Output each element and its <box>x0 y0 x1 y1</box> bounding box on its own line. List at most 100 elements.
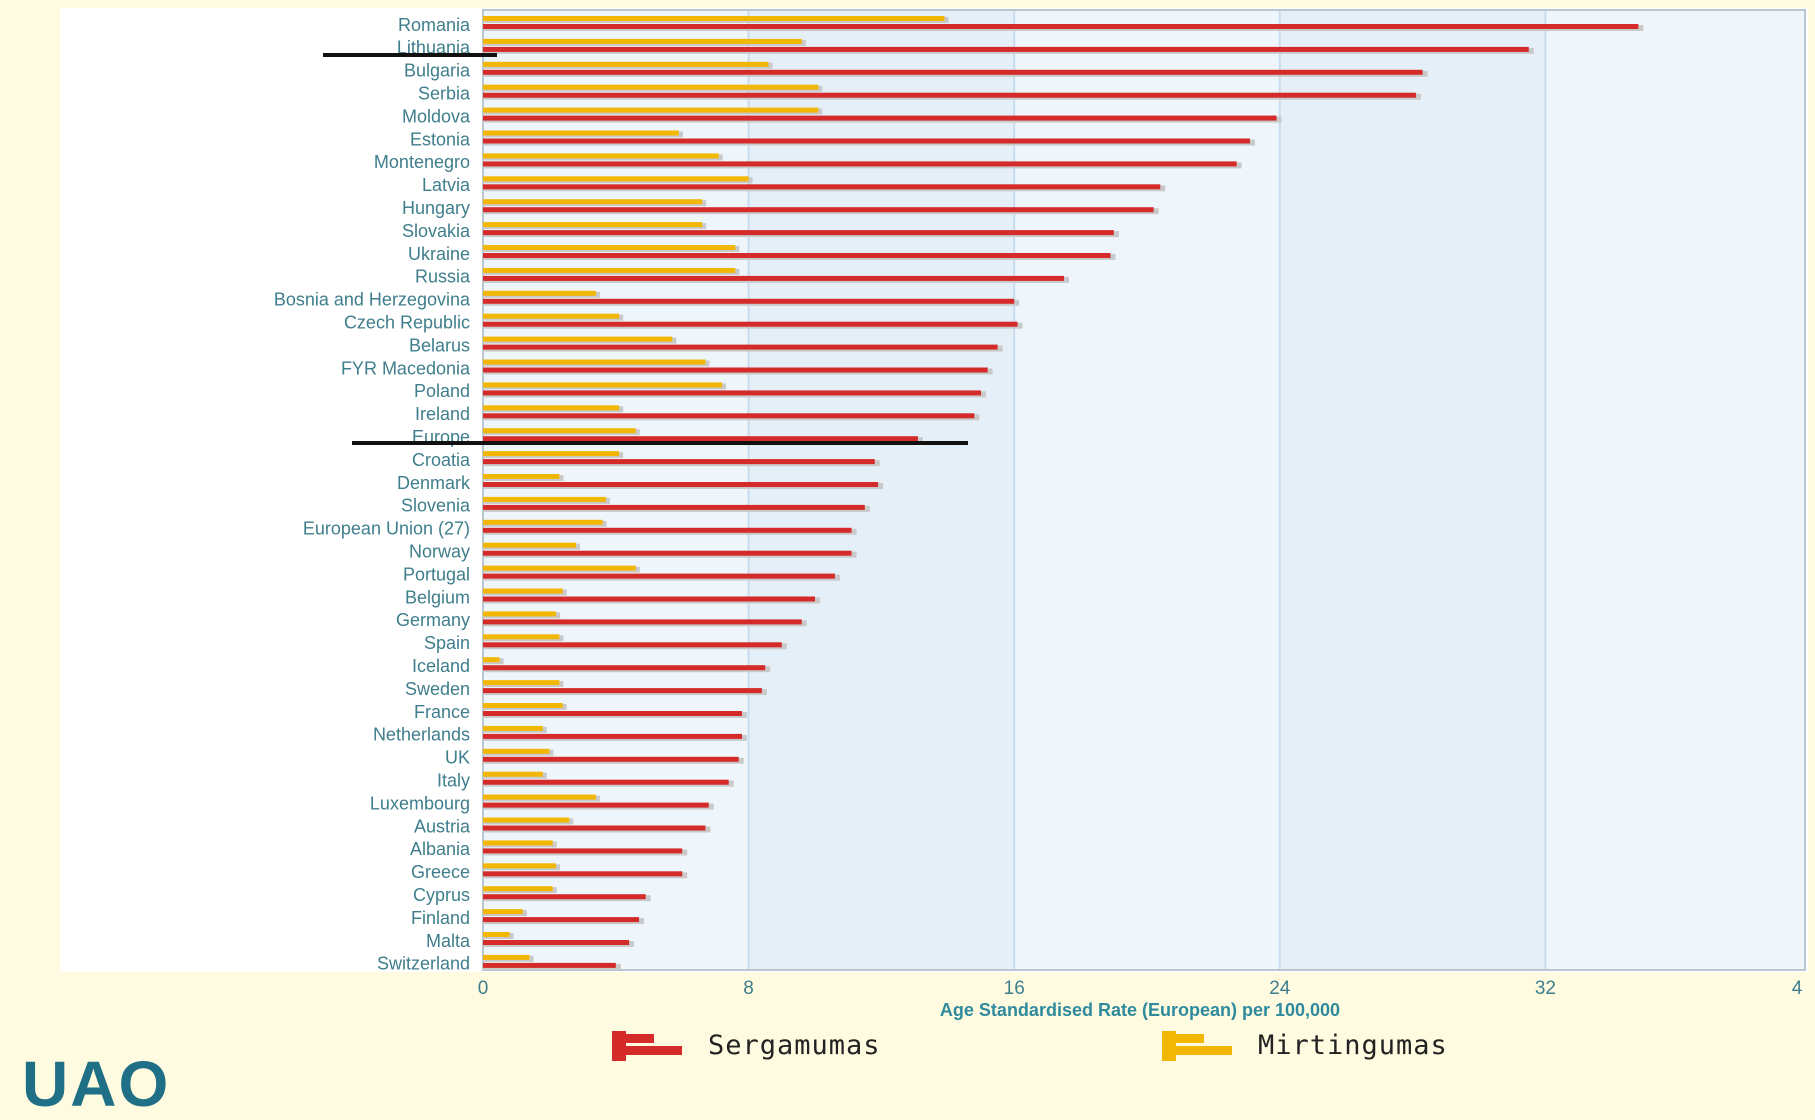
category-label: Malta <box>426 931 471 951</box>
bar-mirtingumas <box>483 474 560 479</box>
category-label: Finland <box>411 908 470 928</box>
grid-band <box>1545 10 1805 970</box>
bar-mirtingumas <box>483 565 636 571</box>
bar-sergamumas <box>483 115 1277 121</box>
plot-frame <box>482 9 1806 971</box>
bar-sergamumas <box>483 527 852 533</box>
bar-mirtingumas <box>483 38 802 44</box>
category-label: Ukraine <box>408 244 470 264</box>
x-tick-label: 24 <box>1269 978 1291 999</box>
bar-sergamumas <box>483 344 998 350</box>
legend-swatch-yellow <box>1162 1030 1232 1061</box>
bar-mirtingumas <box>483 817 570 823</box>
bar-mirtingumas <box>483 130 679 136</box>
bar-mirtingumas <box>483 840 553 846</box>
category-label: Italy <box>437 770 470 790</box>
bar-mirtingumas <box>483 611 557 617</box>
category-label: Iceland <box>412 656 470 676</box>
legend-label-sergamumas: Sergamumas <box>708 1030 881 1061</box>
category-label: UK <box>445 748 470 768</box>
bar-sergamumas <box>483 756 739 762</box>
bar-sergamumas <box>483 69 1423 75</box>
bar-sergamumas <box>483 46 1529 52</box>
category-label: Serbia <box>418 83 471 103</box>
category-label: Luxembourg <box>370 793 470 813</box>
bar-mirtingumas <box>483 771 543 777</box>
bar-mirtingumas <box>483 886 553 892</box>
bar-sergamumas <box>483 482 879 487</box>
bar-mirtingumas <box>483 84 819 90</box>
bar-mirtingumas <box>483 405 620 411</box>
category-label: Estonia <box>410 129 471 149</box>
category-label: Ireland <box>415 404 470 424</box>
bar-sergamumas <box>483 367 988 373</box>
category-label: Spain <box>424 633 470 653</box>
bar-mirtingumas <box>483 245 736 250</box>
category-label: Lithuania <box>397 38 471 58</box>
category-label: Bulgaria <box>404 61 471 81</box>
category-label: Bosnia and Herzegovina <box>274 290 471 310</box>
grid-band <box>483 10 749 970</box>
bar-mirtingumas <box>483 153 719 159</box>
category-label: Switzerland <box>377 954 470 974</box>
bar-sergamumas <box>483 321 1018 327</box>
category-label: Belarus <box>409 335 470 355</box>
bar-mirtingumas <box>483 680 560 686</box>
category-label: Hungary <box>402 198 470 218</box>
grid-band <box>1279 10 1546 970</box>
bar-sergamumas <box>483 917 640 923</box>
bar-sergamumas <box>483 802 709 808</box>
x-tick-label: 16 <box>1004 978 1025 999</box>
bar-mirtingumas <box>483 336 673 342</box>
bar-mirtingumas <box>483 748 550 754</box>
bar-sergamumas <box>483 390 981 396</box>
bar-sergamumas <box>483 596 815 602</box>
bar-sergamumas <box>483 619 802 625</box>
category-label: Belgium <box>405 587 470 607</box>
category-label: FYR Macedonia <box>341 358 471 378</box>
bar-sergamumas <box>483 894 646 900</box>
bar-mirtingumas <box>483 290 596 296</box>
bar-sergamumas <box>483 436 918 442</box>
legend-swatch-red <box>612 1030 682 1061</box>
x-tick-label: 4 <box>1792 978 1803 999</box>
bar-mirtingumas <box>483 657 500 663</box>
category-label: Poland <box>414 381 470 401</box>
category-label: Moldova <box>402 106 471 126</box>
category-label: Czech Republic <box>344 312 470 332</box>
university-logo: UAO <box>22 1048 171 1120</box>
category-label: Norway <box>409 541 470 561</box>
bar-sergamumas <box>483 230 1114 236</box>
bar-mirtingumas <box>483 313 620 319</box>
x-tick-label: 0 <box>478 978 489 999</box>
bar-mirtingumas <box>483 428 636 434</box>
bar-sergamumas <box>483 207 1154 213</box>
category-label: Greece <box>411 862 470 882</box>
bar-sergamumas <box>483 413 975 419</box>
grid-band <box>1014 10 1280 970</box>
category-label: Sweden <box>405 679 470 699</box>
legend-label-mirtingumas: Mirtingumas <box>1258 1030 1448 1061</box>
bar-sergamumas <box>483 642 782 648</box>
bar-sergamumas <box>483 275 1064 281</box>
bar-mirtingumas <box>483 107 819 113</box>
bar-mirtingumas <box>483 222 703 228</box>
bar-sergamumas <box>483 138 1250 144</box>
category-label: Montenegro <box>374 152 470 172</box>
category-label: Netherlands <box>373 725 470 745</box>
bar-sergamumas <box>483 940 630 945</box>
category-label: Slovenia <box>401 496 471 516</box>
category-label: Cyprus <box>413 885 470 905</box>
bar-sergamumas <box>483 962 616 968</box>
category-label: European Union (27) <box>303 519 470 539</box>
x-tick-label: 8 <box>743 978 754 999</box>
bar-mirtingumas <box>483 199 703 205</box>
grid-band <box>748 10 1015 970</box>
bar-mirtingumas <box>483 634 560 640</box>
category-label: Germany <box>396 610 470 630</box>
bar-sergamumas <box>483 871 683 877</box>
bar-sergamumas <box>483 688 762 694</box>
category-label: Albania <box>410 839 471 859</box>
bar-sergamumas <box>483 711 742 716</box>
